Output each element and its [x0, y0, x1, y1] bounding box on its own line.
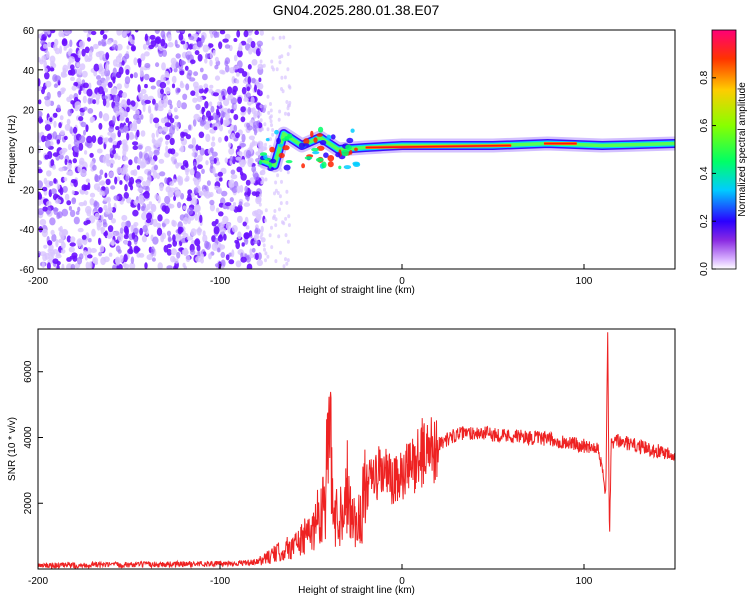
- turbulence-blob: [287, 133, 293, 139]
- turbulence-blob: [335, 152, 341, 158]
- x-axis-label: Height of straight line (km): [298, 285, 415, 296]
- colorbar-gradient: [711, 29, 737, 270]
- y-axis-label: Frequency (Hz): [7, 115, 18, 184]
- colorbar-tick-label: 0.2: [699, 214, 710, 228]
- turbulence-blob: [258, 160, 262, 165]
- turbulence-blob: [327, 161, 334, 168]
- colorbar-label: Normalized spectral amplitude: [737, 82, 748, 217]
- y-tick-label: 0: [28, 146, 34, 157]
- turbulence-blob: [338, 165, 342, 170]
- y-axis-label: SNR (10 * v/v): [7, 417, 18, 481]
- colorbar-tick-label: 0.0: [699, 262, 710, 276]
- turbulence-blob: [298, 142, 306, 149]
- y-tick-label: 4000: [23, 426, 34, 449]
- turbulence-blob: [274, 129, 279, 135]
- x-tick-label: 100: [576, 576, 593, 587]
- y-tick-label: 60: [23, 26, 35, 37]
- turbulence-blob: [278, 143, 283, 148]
- turbulence-blob: [269, 146, 275, 153]
- x-axis-label: Height of straight line (km): [298, 585, 415, 596]
- turbulence-blob: [304, 156, 313, 160]
- y-tick-label: 40: [23, 66, 35, 77]
- x-tick-label: 0: [399, 576, 405, 587]
- turbulence-blob: [285, 160, 293, 164]
- x-tick-label: -200: [28, 276, 48, 287]
- signal-core-peak: [365, 144, 512, 149]
- x-tick-label: 100: [576, 276, 593, 287]
- turbulence-blob: [283, 164, 291, 171]
- turbulence-blob: [303, 138, 310, 145]
- snr-plot: -200 -100 0 100 2000 4000 6000 Height of straig…: [7, 328, 676, 596]
- signal-track: [257, 126, 675, 173]
- snr-line: [38, 332, 675, 569]
- turbulence-blob: [354, 147, 358, 152]
- turbulence-blob: [265, 138, 270, 142]
- turbulence-blob: [345, 144, 352, 151]
- turbulence-blob: [343, 165, 352, 170]
- plot-frame: [37, 328, 676, 570]
- turbulence-blob: [352, 161, 360, 166]
- turbulence-blob: [268, 162, 272, 169]
- turbulence-blob: [330, 134, 336, 140]
- y-tick-label: 20: [23, 106, 35, 117]
- turbulence-blob: [318, 126, 324, 133]
- turbulence-blob: [269, 158, 277, 164]
- turbulence-blob: [319, 140, 327, 146]
- turbulence-blob: [315, 157, 324, 162]
- x-tick-label: 0: [399, 276, 405, 287]
- y-tick-label: -20: [20, 185, 35, 196]
- turbulence-blob: [323, 152, 329, 158]
- colorbar-tick-label: 0.6: [699, 118, 710, 132]
- turbulence-blob: [311, 147, 319, 152]
- turbulence-blob: [313, 137, 318, 144]
- turbulence-blob: [346, 137, 354, 144]
- y-tick-label: 2000: [23, 492, 34, 515]
- turbulence-blob: [326, 134, 332, 140]
- chart-title: GN04.2025.280.01.38.E07: [272, 2, 440, 18]
- snr-series: [38, 332, 675, 569]
- noise-texture: [38, 30, 292, 269]
- turbulence-blob: [278, 152, 285, 159]
- x-tick-label: -200: [28, 576, 48, 587]
- colorbar: 0.0 0.2 0.4 0.6 0.8 Normalized spectral ampli…: [699, 29, 748, 276]
- colorbar-tick-label: 0.4: [699, 166, 710, 180]
- y-tick-label: -40: [20, 225, 35, 236]
- turbulence-blob: [312, 151, 320, 155]
- turbulence-blob: [282, 145, 290, 151]
- turbulence-blob: [310, 130, 314, 138]
- x-tick-label: -100: [210, 576, 230, 587]
- turbulence-blob: [341, 149, 349, 157]
- turbulence-blob: [321, 161, 327, 169]
- x-tick-label: -100: [210, 276, 230, 287]
- turbulence-blob: [276, 137, 281, 145]
- turbulence-blob: [350, 128, 355, 133]
- turbulence-blob: [263, 154, 268, 160]
- turbulence-blob: [301, 163, 305, 169]
- colorbar-tick-label: 0.8: [699, 70, 710, 84]
- y-tick-label: -60: [20, 265, 35, 276]
- y-tick-label: 6000: [23, 360, 34, 383]
- turbulence-blob: [316, 133, 323, 137]
- turbulence-blob: [327, 155, 335, 162]
